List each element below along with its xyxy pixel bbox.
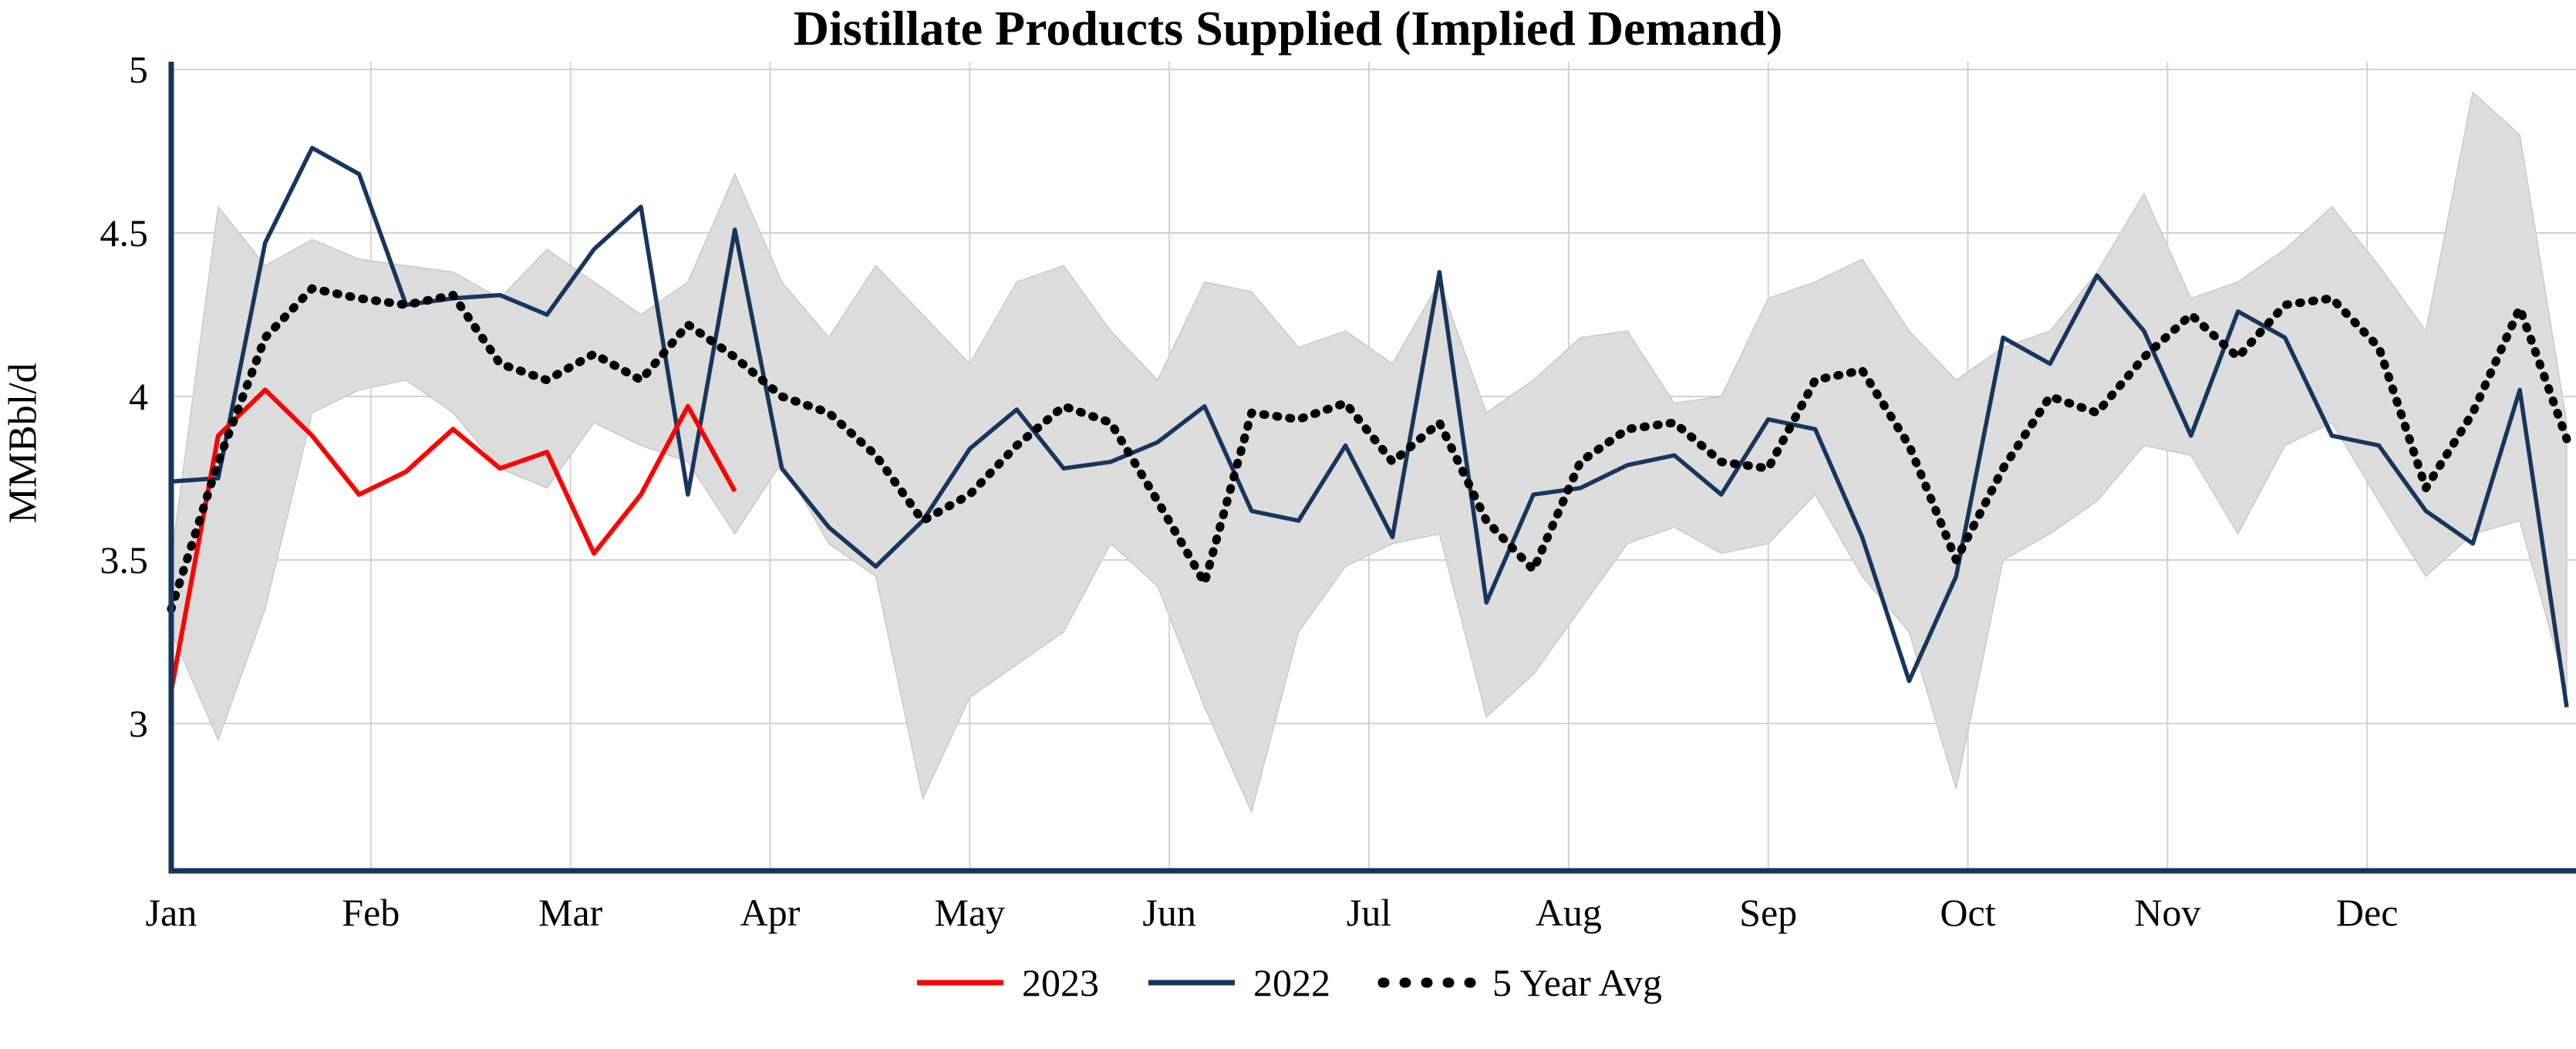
chart-title: Distillate Products Supplied (Implied De…: [793, 1, 1783, 56]
x-tick-label: Jan: [146, 891, 197, 934]
x-tick-label: Oct: [1940, 891, 1995, 934]
chart-legend: 2023 2022 5 Year Avg: [0, 960, 2576, 1005]
series-line-2022: [170, 146, 2569, 708]
x-tick-label: Apr: [740, 891, 801, 934]
x-tick-label: Sep: [1739, 891, 1797, 934]
legend-item-5yr-avg: 5 Year Avg: [1377, 960, 1662, 1005]
legend-label-5yr-avg: 5 Year Avg: [1492, 961, 1662, 1004]
y-tick-label: 5: [129, 48, 148, 91]
x-tick-label: May: [935, 891, 1006, 934]
x-tick-label: Jun: [1142, 891, 1195, 934]
y-tick-label: 4: [129, 375, 148, 418]
legend-2023-line-icon: [917, 980, 1004, 986]
series-line-5-year-avg: [167, 284, 2571, 614]
legend-item-2022: 2022: [1145, 960, 1330, 1005]
series-line-2023: [169, 387, 737, 692]
y-tick-label: 4.5: [100, 211, 149, 255]
legend-item-2023: 2023: [914, 960, 1099, 1005]
x-tick-label: Nov: [2134, 891, 2200, 934]
tick-labels: 3 3.5 4 4.5 5 Jan Feb Mar Apr May Jun Jul Aug Sep Oct N…: [100, 48, 2399, 934]
x-tick-label: Feb: [342, 891, 400, 934]
x-tick-label: Dec: [2336, 891, 2399, 934]
x-tick-label: Mar: [538, 891, 603, 934]
y-tick-label: 3: [129, 702, 148, 745]
legend-2022-line-icon: [1148, 980, 1236, 986]
y-tick-label: 3.5: [100, 538, 149, 582]
legend-label-2022: 2022: [1253, 961, 1331, 1004]
x-tick-label: Aug: [1536, 891, 1602, 934]
legend-5yr-avg-dotted-icon: [1377, 977, 1478, 988]
five-year-range-band: [170, 91, 2568, 814]
legend-label-2023: 2023: [1022, 961, 1100, 1004]
x-tick-label: Jul: [1347, 891, 1391, 934]
